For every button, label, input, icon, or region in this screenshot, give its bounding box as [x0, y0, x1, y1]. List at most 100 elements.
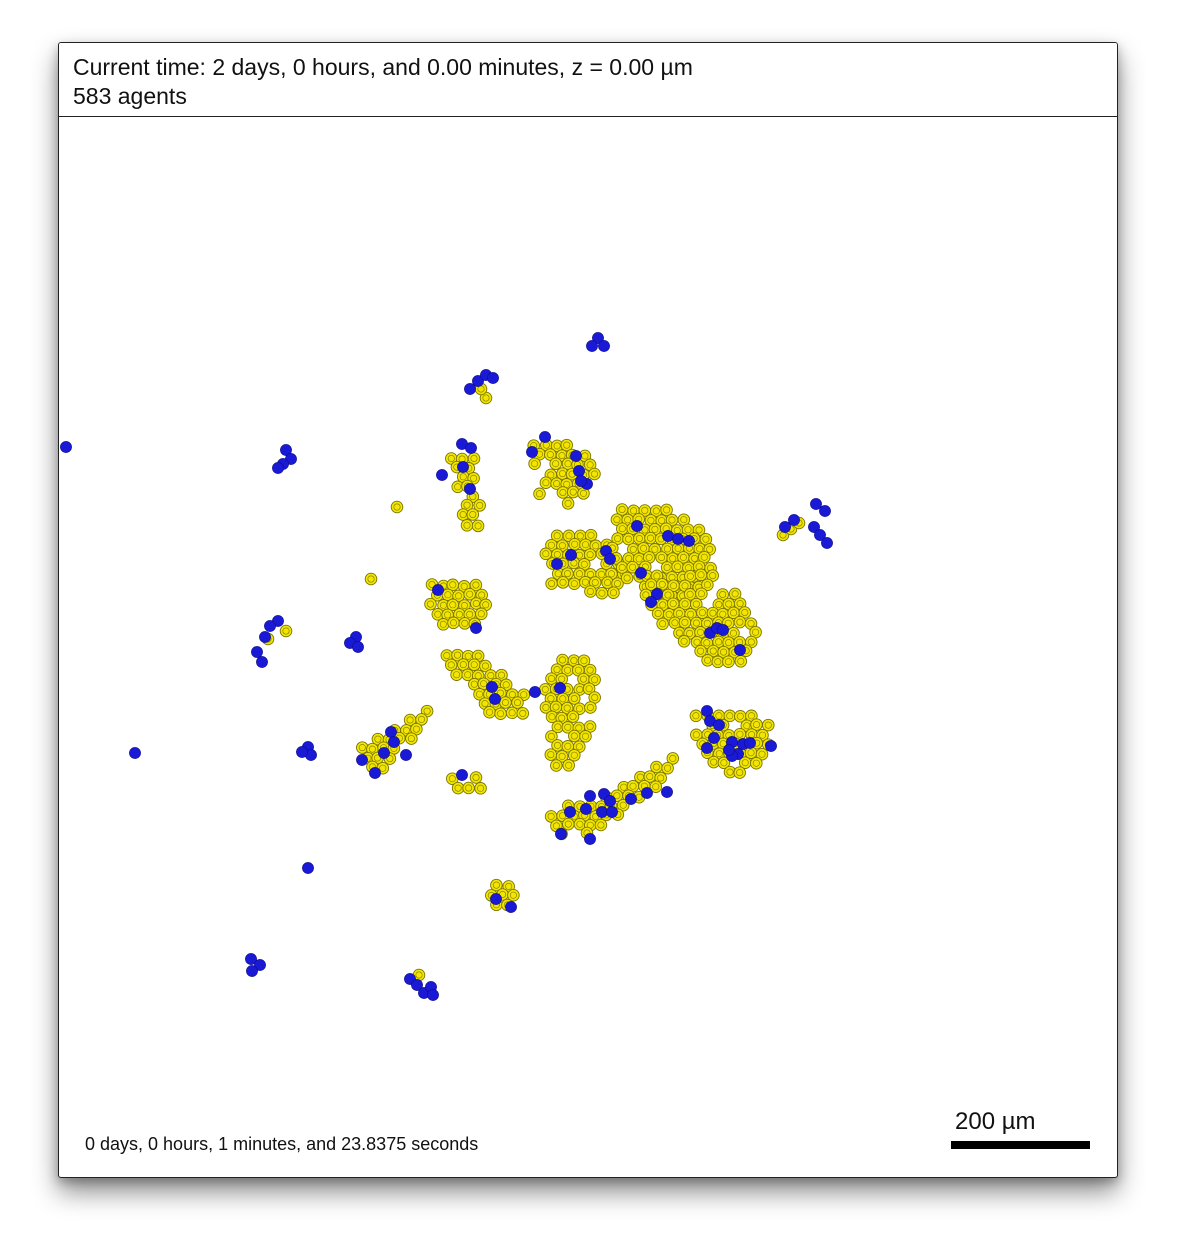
yellow-agent: [706, 569, 719, 582]
yellow-agent: [568, 748, 581, 762]
agent-count-label: 583 agents: [73, 83, 187, 109]
status-header: Current time: 2 days, 0 hours, and 0.00 …: [59, 43, 1117, 117]
blue-agent: [573, 465, 585, 477]
blue-agent: [472, 375, 484, 387]
yellow-agent: [446, 772, 459, 785]
yellow-agent: [494, 707, 507, 720]
yellow-agent: [750, 756, 763, 770]
yellow-agent: [568, 537, 581, 551]
yellow-agent: [750, 718, 763, 731]
blue-agent: [457, 461, 469, 473]
blue-agent: [432, 584, 444, 596]
blue-agent: [411, 979, 423, 991]
blue-agent: [584, 790, 596, 802]
yellow-agent: [712, 598, 726, 611]
blue-agent: [486, 681, 498, 693]
yellow-agent: [650, 504, 663, 518]
yellow-agent: [463, 587, 476, 601]
yellow-agent: [474, 782, 487, 795]
blue-agent: [259, 631, 271, 643]
blue-agent: [661, 786, 673, 798]
blue-agent: [701, 742, 713, 754]
blue-agent: [60, 441, 72, 453]
elapsed-time-label: 0 days, 0 hours, 1 minutes, and 23.8375 …: [85, 1134, 479, 1154]
yellow-agent: [701, 578, 714, 592]
blue-agent: [808, 521, 820, 533]
yellow-agent: [505, 706, 519, 720]
blue-agent: [819, 505, 831, 517]
yellow-agent: [551, 739, 564, 752]
yellow-agent: [762, 718, 775, 732]
yellow-agent: [727, 606, 740, 620]
blue-agent: [580, 803, 592, 815]
blue-agent: [570, 450, 582, 462]
blue-agent: [565, 549, 577, 561]
yellow-agent: [490, 878, 503, 892]
current-time-label: Current time: 2 days, 0 hours, and 0.00 …: [73, 54, 693, 80]
yellow-agent: [471, 519, 485, 533]
blue-agent: [388, 736, 400, 748]
blue-agent: [254, 959, 266, 971]
yellow-agent: [556, 576, 570, 589]
blue-agent: [586, 340, 598, 352]
yellow-agent: [561, 457, 575, 471]
yellow-agent: [583, 458, 597, 472]
yellow-agent: [584, 528, 598, 542]
yellow-agent: [479, 598, 492, 612]
blue-agent: [765, 740, 777, 752]
blue-agent: [245, 953, 257, 965]
yellow-agent: [424, 597, 437, 611]
yellow-agent: [656, 617, 669, 631]
yellow-agent: [651, 607, 665, 620]
yellow-agent: [696, 606, 709, 619]
yellow-agent: [533, 487, 546, 501]
yellow-agent: [660, 561, 674, 574]
blue-agent: [592, 332, 604, 344]
blue-agent: [302, 862, 314, 874]
yellow-agent: [677, 513, 691, 526]
blue-agent: [465, 442, 477, 454]
yellow-agent: [405, 732, 418, 745]
yellow-agent: [644, 531, 657, 545]
yellow-agent: [701, 654, 714, 667]
yellow-agent: [698, 550, 711, 564]
yellow-agent: [539, 476, 553, 489]
blue-agent: [598, 340, 610, 352]
blue-agent: [584, 833, 596, 845]
yellow-agent: [545, 577, 558, 590]
blue-agent: [701, 705, 713, 717]
blue-agent: [604, 795, 616, 807]
blue-agent: [464, 383, 476, 395]
yellow-agent: [584, 585, 597, 598]
yellow-agent: [616, 798, 630, 812]
yellow-agent: [666, 752, 680, 765]
blue-agent: [539, 431, 551, 443]
blue-agent: [708, 732, 720, 744]
yellow-agent: [555, 750, 569, 763]
blue-agent: [296, 746, 308, 758]
blue-agent: [490, 893, 502, 905]
yellow-agent: [749, 625, 762, 639]
yellow-agent: [695, 587, 708, 600]
yellow-agent: [690, 597, 703, 611]
simulation-window: Current time: 2 days, 0 hours, and 0.00 …: [58, 42, 1118, 1178]
yellow-agent: [467, 658, 481, 671]
blue-agent: [744, 737, 756, 749]
blue-agent: [810, 498, 822, 510]
yellow-agent: [469, 578, 483, 592]
yellow-agent: [460, 519, 474, 532]
blue-agent: [814, 529, 826, 541]
blue-agent: [526, 446, 538, 458]
yellow-agent: [479, 659, 492, 673]
yellow-agent: [545, 710, 559, 724]
blue-agent: [489, 693, 501, 705]
blue-agent: [378, 747, 390, 759]
blue-agent: [272, 462, 284, 474]
yellow-agent: [450, 668, 463, 681]
yellow-agent: [507, 888, 520, 902]
yellow-agent: [584, 701, 597, 714]
yellow-agent: [694, 568, 708, 582]
yellow-agent: [412, 968, 426, 982]
scale-bar-label: 200 µm: [955, 1108, 1036, 1135]
blue-agent: [713, 719, 725, 731]
